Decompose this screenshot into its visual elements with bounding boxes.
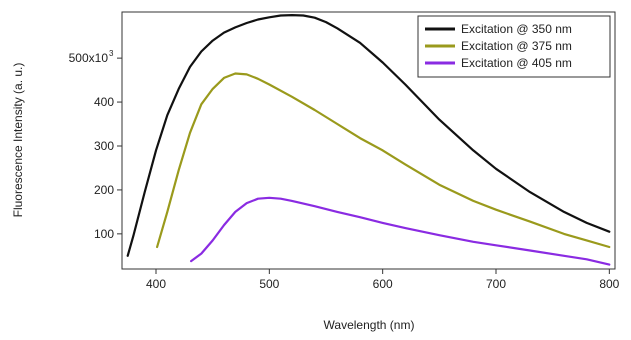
x-tick-label: 400 [146,277,166,291]
x-axis-title: Wavelength (nm) [324,318,415,332]
x-tick-label: 800 [599,277,619,291]
y-tick-exponent: 3 [109,49,114,58]
y-tick-label: 300 [94,139,114,153]
y-axis: 100 200 300 400 500x10 3 [69,49,122,241]
series-line-3 [190,196,611,266]
y-axis-title: Fluorescence Intensity (a. u.) [11,63,25,218]
series-line-2 [156,72,611,249]
legend-label: Excitation @ 375 nm [461,39,572,53]
series-layer [126,14,611,266]
series-line-1 [126,14,611,257]
y-tick-label: 200 [94,183,114,197]
plot-frame [121,11,616,270]
legend: Excitation @ 350 nm Excitation @ 375 nm … [417,15,611,78]
x-tick-label: 500 [259,277,279,291]
legend-label: Excitation @ 405 nm [461,56,572,70]
y-tick-label: 400 [94,95,114,109]
y-tick-label: 100 [94,227,114,241]
x-tick-label: 600 [373,277,393,291]
legend-label: Excitation @ 350 nm [461,22,572,36]
x-tick-label: 700 [486,277,506,291]
y-tick-label: 500x10 [69,51,109,65]
x-axis: 400 500 600 700 800 [146,269,620,291]
